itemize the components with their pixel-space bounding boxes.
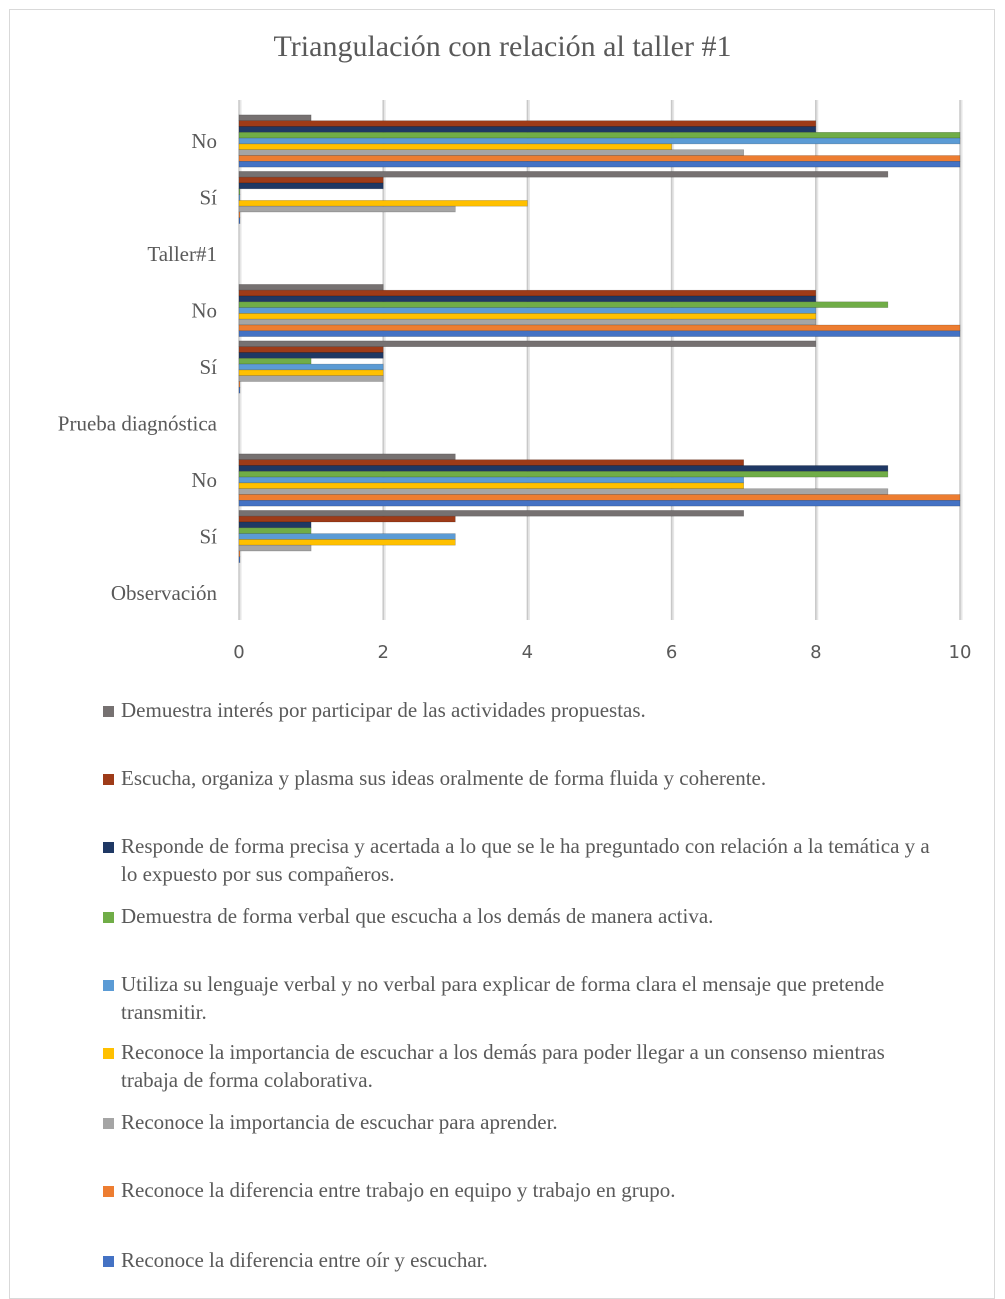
category-group-label: Taller#1 bbox=[147, 242, 217, 266]
legend-label: Reconoce la importancia de escuchar para… bbox=[121, 1110, 558, 1134]
bar bbox=[238, 482, 745, 489]
legend-label: Demuestra interés por participar de las … bbox=[121, 698, 646, 722]
bar bbox=[238, 556, 241, 563]
bar bbox=[238, 453, 456, 460]
legend-swatch bbox=[103, 842, 114, 853]
legend-item: Reconoce la importancia de escuchar a lo… bbox=[103, 1038, 943, 1094]
bar bbox=[238, 510, 745, 517]
bar bbox=[238, 521, 312, 529]
bar bbox=[238, 114, 312, 122]
bar-chart: 0 2 4 6 8 10 Observación Sí No Prueba diagnóstica… bbox=[58, 100, 972, 663]
legend-label: Utiliza su lenguaje verbal y no verbal p… bbox=[121, 972, 885, 1024]
legend-label: Reconoce la diferencia entre oír y escuc… bbox=[121, 1248, 488, 1272]
legend-swatch bbox=[103, 774, 114, 785]
bar bbox=[238, 217, 241, 224]
bar bbox=[238, 386, 241, 394]
bar bbox=[238, 369, 384, 376]
chart-frame bbox=[9, 9, 995, 1299]
bar bbox=[238, 313, 817, 320]
legend-swatch bbox=[103, 1118, 114, 1129]
bar bbox=[238, 126, 817, 133]
bar bbox=[238, 539, 456, 546]
bar bbox=[238, 161, 961, 168]
legend-swatch bbox=[103, 706, 114, 717]
bar bbox=[238, 307, 817, 314]
bar bbox=[238, 340, 817, 347]
bar bbox=[238, 120, 817, 127]
legend-item: Escucha, organiza y plasma sus ideas ora… bbox=[103, 764, 943, 792]
bar bbox=[238, 171, 889, 178]
bar bbox=[238, 515, 456, 523]
bar bbox=[238, 182, 384, 190]
bar bbox=[238, 318, 817, 326]
bar bbox=[238, 289, 817, 297]
bar bbox=[238, 137, 961, 145]
bar bbox=[238, 132, 961, 139]
legend-label: Reconoce la importancia de escuchar a lo… bbox=[121, 1040, 885, 1092]
category-group-label: Observación bbox=[111, 581, 218, 605]
bar bbox=[238, 155, 961, 162]
legend-label: Reconoce la diferencia entre trabajo en … bbox=[121, 1178, 676, 1202]
x-tick-label: 6 bbox=[666, 642, 677, 663]
bar bbox=[238, 488, 889, 495]
legend-swatch bbox=[103, 912, 114, 923]
x-tick-label: 4 bbox=[522, 642, 533, 663]
x-tick-label: 10 bbox=[949, 642, 972, 663]
legend-item: Reconoce la diferencia entre trabajo en … bbox=[103, 1176, 943, 1204]
chart-title: Triangulación con relación al taller #1 bbox=[273, 30, 732, 63]
legend-swatch bbox=[103, 1256, 114, 1267]
bar bbox=[238, 544, 312, 552]
x-tick-label: 0 bbox=[233, 642, 244, 663]
bar bbox=[238, 200, 528, 207]
legend-item: Responde de forma precisa y acertada a l… bbox=[103, 832, 943, 888]
legend-item: Demuestra interés por participar de las … bbox=[103, 696, 943, 724]
legend-swatch bbox=[103, 1186, 114, 1197]
category-group-label: Prueba diagnóstica bbox=[58, 412, 218, 436]
bar bbox=[238, 381, 241, 388]
category-label: No bbox=[191, 129, 217, 153]
legend-label: Demuestra de forma verbal que escucha a … bbox=[121, 904, 714, 928]
bar bbox=[238, 143, 672, 150]
bar bbox=[238, 465, 889, 472]
legend-item: Reconoce la importancia de escuchar para… bbox=[103, 1108, 943, 1136]
bar bbox=[238, 375, 384, 382]
legend-item: Demuestra de forma verbal que escucha a … bbox=[103, 902, 943, 930]
bar bbox=[238, 346, 384, 353]
bar bbox=[238, 550, 241, 558]
bar bbox=[238, 330, 961, 337]
bar bbox=[238, 499, 961, 507]
bar bbox=[238, 527, 312, 534]
bar bbox=[238, 205, 456, 213]
category-label: Sí bbox=[199, 355, 217, 379]
bar bbox=[238, 188, 241, 195]
category-label: Sí bbox=[199, 186, 217, 210]
bar bbox=[238, 284, 384, 291]
bar bbox=[238, 470, 889, 478]
bar bbox=[238, 363, 384, 371]
bar bbox=[238, 295, 817, 303]
category-label: No bbox=[191, 299, 217, 323]
bar bbox=[238, 301, 889, 308]
bar bbox=[238, 324, 961, 332]
legend-item: Utiliza su lenguaje verbal y no verbal p… bbox=[103, 970, 943, 1026]
bar bbox=[238, 149, 745, 156]
bar bbox=[238, 176, 384, 184]
bar bbox=[238, 459, 745, 466]
category-label: No bbox=[191, 468, 217, 492]
x-tick-label: 2 bbox=[377, 642, 388, 663]
bar bbox=[238, 357, 312, 365]
legend-item: Reconoce la diferencia entre oír y escuc… bbox=[103, 1246, 943, 1274]
bar bbox=[238, 211, 241, 219]
category-label: Sí bbox=[199, 525, 217, 549]
bar bbox=[238, 494, 961, 501]
legend-label: Escucha, organiza y plasma sus ideas ora… bbox=[121, 766, 767, 790]
bar bbox=[238, 476, 745, 484]
legend-swatch bbox=[103, 1048, 114, 1059]
x-tick-label: 8 bbox=[810, 642, 821, 663]
bar bbox=[238, 533, 456, 540]
bar bbox=[238, 194, 241, 201]
legend-swatch bbox=[103, 980, 114, 991]
bar bbox=[238, 352, 384, 359]
legend-label: Responde de forma precisa y acertada a l… bbox=[121, 834, 930, 886]
